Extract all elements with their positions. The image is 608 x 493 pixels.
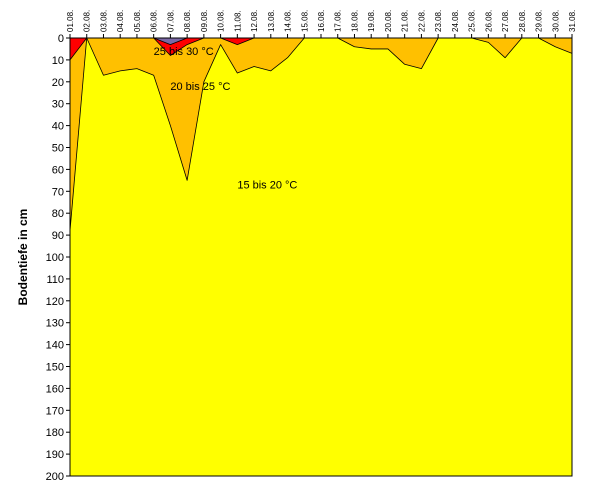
y-tick-label: 150 [46,362,64,374]
x-tick-label: 15.08. [300,10,309,32]
y-tick-label: 20 [52,77,64,89]
x-tick-label: 01.08. [66,10,75,32]
x-tick-label: 14.08. [284,10,293,32]
y-tick-label: 30 [52,99,64,111]
y-tick-label: 120 [46,296,64,308]
y-tick-label: 60 [52,164,64,176]
y-tick-label: 170 [46,405,64,417]
zone-label: 20 bis 25 °C [170,81,230,93]
y-tick-label: 130 [46,318,64,330]
x-tick-label: 12.08. [250,10,259,32]
y-tick-label: 110 [46,274,64,286]
y-tick-label: 80 [52,208,64,220]
x-tick-label: 06.08. [150,10,159,32]
x-tick-label: 27.08. [501,10,510,32]
x-tick-label: 07.08. [166,10,175,32]
y-tick-label: 200 [46,471,64,483]
x-tick-label: 23.08. [434,10,443,32]
y-tick-label: 50 [52,143,64,155]
y-tick-label: 160 [46,383,64,395]
x-tick-label: 31.08. [568,10,577,32]
y-tick-label: 10 [52,55,64,67]
x-tick-label: 19.08. [367,10,376,32]
x-tick-label: 28.08. [518,10,527,32]
x-tick-label: 24.08. [451,10,460,32]
zone-label: 15 bis 20 °C [237,180,297,192]
x-tick-label: 21.08. [401,10,410,32]
x-tick-label: 08.08. [183,10,192,32]
zone-annotations: 25 bis 30 °C 20 bis 25 °C 15 bis 20 °C [154,46,298,192]
y-tick-label: 100 [46,252,64,264]
area-15-bis-20-c [70,38,572,476]
x-tick-label: 03.08. [99,10,108,32]
x-tick-label: 16.08. [317,10,326,32]
x-tick-label: 30.08. [551,10,560,32]
zone-label: 25 bis 30 °C [154,46,214,58]
x-axis-ticks: 01.08. 02.08. 03.08. 04.08. 05.08. 06.08. 07.0… [66,10,577,38]
y-axis-title: Bodentiefe in cm [16,209,30,306]
y-tick-label: 180 [46,427,64,439]
x-tick-label: 13.08. [267,10,276,32]
x-tick-label: 18.08. [350,10,359,32]
x-tick-label: 04.08. [116,10,125,32]
x-tick-label: 11.08. [233,10,242,32]
x-tick-label: 17.08. [334,10,343,32]
x-tick-label: 09.08. [200,10,209,32]
y-tick-label: 0 [58,33,64,45]
x-tick-label: 22.08. [417,10,426,32]
x-tick-label: 25.08. [468,10,477,32]
x-tick-label: 26.08. [484,10,493,32]
area-series-group [69,37,573,476]
x-tick-label: 29.08. [535,10,544,32]
y-axis-ticks: 0 10 20 30 40 50 60 70 80 90 100 110 120 130 140 150 160… [46,33,70,483]
x-tick-label: 20.08. [384,10,393,32]
y-tick-label: 90 [52,230,64,242]
x-tick-label: 05.08. [133,10,142,32]
y-tick-label: 190 [46,449,64,461]
x-tick-label: 10.08. [217,10,226,32]
y-tick-label: 70 [52,186,64,198]
x-tick-label: 02.08. [83,10,92,32]
y-tick-label: 40 [52,121,64,133]
y-tick-label: 140 [46,340,64,352]
